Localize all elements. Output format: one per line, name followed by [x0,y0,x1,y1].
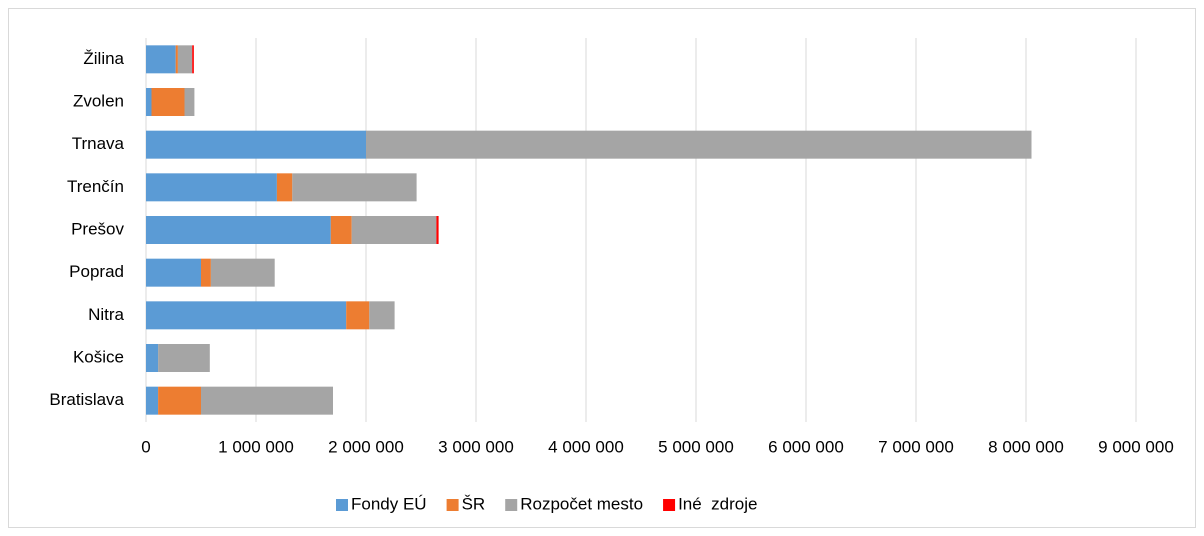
legend-label: Iné zdroje [678,494,757,513]
bar-segment [330,216,352,244]
bar-segment [369,301,395,330]
bar-segment [366,130,1032,159]
x-tick-label: 4 000 000 [548,437,624,456]
bar-segment [351,216,437,244]
bar-segment [146,216,331,244]
x-tick-label: 5 000 000 [658,437,734,456]
bar-segment [201,258,211,287]
bar-segment [146,88,152,116]
legend-swatch [663,499,676,511]
bar-segment [292,173,417,202]
bar-segment [146,45,176,74]
bar-segment [146,386,159,415]
bar-segment [158,344,210,372]
x-tick-label: 0 [141,437,150,456]
y-tick-label: Bratislava [49,390,124,409]
bar-segment [346,301,370,330]
bar-segment [146,258,201,287]
bar-segment [184,88,195,116]
legend-label: Fondy EÚ [351,494,427,513]
y-tick-label: Poprad [69,262,124,281]
bar-segment [146,130,366,159]
bar-segment [192,45,194,74]
x-tick-label: 7 000 000 [878,437,954,456]
y-tick-label: Trenčín [67,177,124,196]
bar-segment [276,173,293,202]
y-tick-label: Žilina [83,49,124,68]
bar-segment [151,88,185,116]
bar-segment [146,344,159,372]
bar-segment [146,301,347,330]
bar-segment [201,386,333,415]
x-tick-label: 8 000 000 [988,437,1064,456]
y-tick-label: Prešov [71,219,124,238]
x-tick-label: 1 000 000 [218,437,294,456]
legend-swatch [336,499,348,511]
y-tick-label: Zvolen [73,91,124,110]
y-tick-label: Nitra [88,305,124,324]
legend-swatch [446,499,459,511]
bar-segment [175,45,178,74]
y-tick-label: Košice [73,347,124,366]
bar-segment [436,216,439,244]
legend-label: Rozpočet mesto [520,494,643,513]
x-tick-label: 2 000 000 [328,437,404,456]
legend-label: ŠR [462,494,486,513]
bar-segment [210,258,275,287]
x-tick-label: 6 000 000 [768,437,844,456]
bar-segment [146,173,277,202]
bar-segment [158,386,201,415]
bar-segment [177,45,193,74]
legend-swatch [505,499,518,511]
x-tick-label: 3 000 000 [438,437,514,456]
x-tick-label: 9 000 000 [1098,437,1174,456]
y-tick-label: Trnava [72,134,125,153]
